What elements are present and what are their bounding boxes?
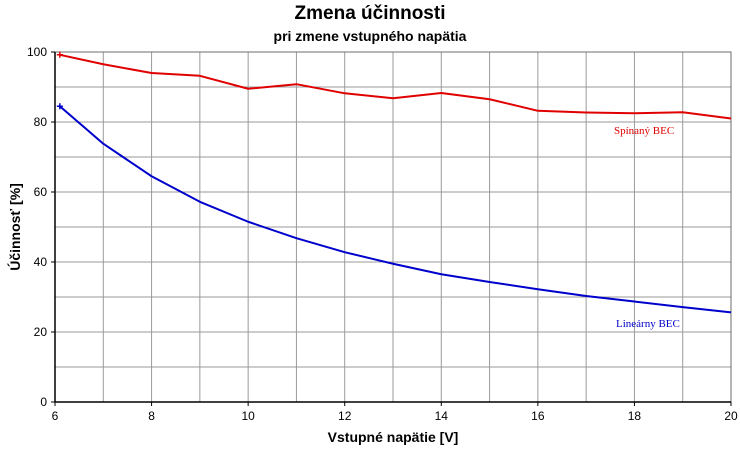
grid bbox=[55, 52, 731, 402]
x-tick-label: 6 bbox=[52, 409, 59, 423]
chart-subtitle: pri zmene vstupného napätia bbox=[273, 28, 467, 44]
y-axis-label: Účinnosť [%] bbox=[6, 183, 23, 271]
x-axis-label: Vstupné napätie [V] bbox=[328, 429, 459, 445]
y-tick-label: 20 bbox=[34, 325, 48, 339]
y-tick-label: 80 bbox=[34, 115, 48, 129]
chart-title: Zmena účinnosti bbox=[294, 3, 446, 24]
x-tick-label: 10 bbox=[241, 409, 255, 423]
y-tick-label: 60 bbox=[34, 185, 48, 199]
y-tick-label: 40 bbox=[34, 255, 48, 269]
series-label-switching: Spínaný BEC bbox=[614, 125, 674, 137]
series-start-marker-1 bbox=[56, 103, 63, 110]
tick-labels: 6 8 10 12 14 16 18 20 0 20 40 60 80 100 bbox=[27, 45, 738, 423]
axes bbox=[54, 51, 732, 403]
series-line-0 bbox=[59, 53, 732, 120]
y-tick-label: 100 bbox=[27, 45, 47, 59]
x-tick-label: 8 bbox=[148, 409, 155, 423]
x-tick-label: 18 bbox=[628, 409, 642, 423]
x-tick-label: 16 bbox=[531, 409, 545, 423]
series-line-1 bbox=[59, 105, 732, 314]
y-tick-label: 0 bbox=[40, 395, 47, 409]
series-lines bbox=[56, 51, 732, 314]
x-tick-label: 14 bbox=[435, 409, 449, 423]
series-labels: Spínaný BEC Lineárny BEC bbox=[614, 125, 680, 330]
series-label-linear: Lineárny BEC bbox=[616, 318, 680, 330]
series-start-marker-0 bbox=[56, 51, 63, 58]
x-tick-label: 12 bbox=[338, 409, 352, 423]
x-tick-label: 20 bbox=[724, 409, 738, 423]
